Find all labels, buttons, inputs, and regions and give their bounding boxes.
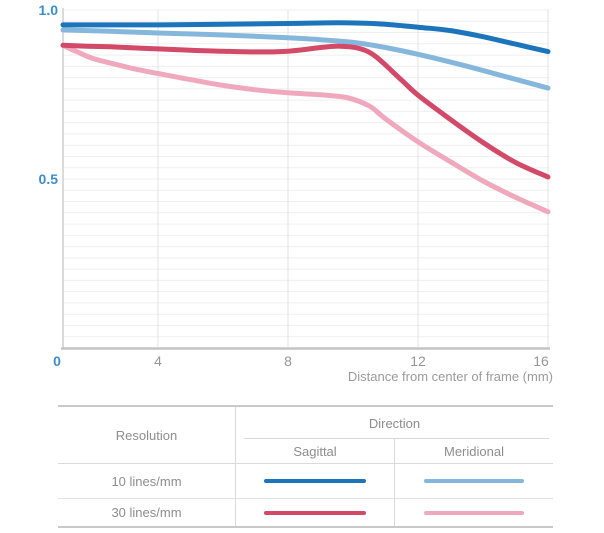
x-tick-label: 12 bbox=[410, 353, 426, 369]
swatch-30-sagittal bbox=[264, 510, 366, 515]
curve-30-lines-mm-meridional bbox=[60, 43, 551, 215]
x-axis-title: Distance from center of frame (mm) bbox=[347, 369, 553, 384]
y-axis-label-top: 1.0 bbox=[38, 2, 58, 18]
x-axis-label-origin: 0 bbox=[53, 353, 61, 369]
legend-swatch-cell bbox=[236, 464, 395, 499]
legend-table: Resolution Direction Sagittal Meridional… bbox=[58, 405, 553, 528]
swatch-10-meridional bbox=[424, 479, 524, 483]
x-tick-label: 16 bbox=[533, 353, 549, 369]
legend-swatch-cell bbox=[395, 499, 553, 526]
swatch-10-sagittal bbox=[264, 479, 366, 483]
curve-10-lines-mm-sagittal bbox=[60, 20, 551, 55]
legend-swatch-cell bbox=[395, 464, 553, 499]
curve-10-lines-mm-meridional bbox=[60, 27, 551, 91]
legend-header-meridional: Meridional bbox=[395, 439, 553, 464]
y-axis-label-mid: 0.5 bbox=[38, 171, 58, 187]
legend-swatch-cell bbox=[236, 499, 395, 526]
x-tick-label: 4 bbox=[154, 353, 162, 369]
x-tick-label: 8 bbox=[284, 353, 292, 369]
legend-row-label: 10 lines/mm bbox=[58, 464, 236, 499]
legend-row-label: 30 lines/mm bbox=[58, 499, 236, 526]
mtf-chart-plot bbox=[60, 8, 551, 350]
curve-30-lines-mm-sagittal bbox=[60, 42, 551, 180]
legend-header-sagittal: Sagittal bbox=[236, 439, 395, 464]
legend-header-resolution: Resolution bbox=[58, 407, 236, 464]
legend-header-direction: Direction bbox=[236, 407, 553, 439]
swatch-30-meridional bbox=[424, 510, 524, 515]
